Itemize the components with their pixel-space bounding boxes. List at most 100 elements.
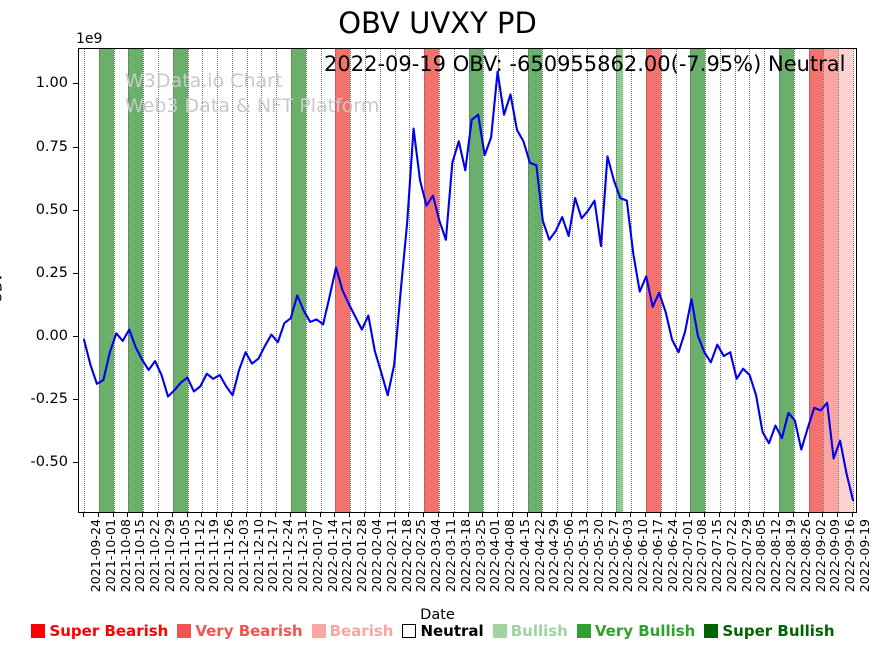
sentiment-band	[424, 49, 439, 512]
gridline	[364, 49, 366, 512]
gridline	[394, 49, 396, 512]
gridline	[690, 49, 692, 512]
x-tick-label: 2022-04-01	[487, 519, 503, 593]
legend-label: Very Bearish	[195, 622, 303, 640]
x-tick-mark	[822, 513, 824, 517]
gridline	[291, 49, 293, 512]
x-tick-mark	[230, 513, 232, 517]
x-tick-label: 2022-03-25	[472, 519, 488, 593]
x-tick-mark	[659, 513, 661, 517]
x-tick-mark	[718, 513, 720, 517]
x-tick-mark	[482, 513, 484, 517]
x-tick-mark	[526, 513, 528, 517]
x-tick-mark	[689, 513, 691, 517]
x-tick-label: 2022-02-04	[368, 519, 384, 593]
x-tick-mark	[156, 513, 158, 517]
sentiment-band	[291, 49, 306, 512]
legend-swatch-icon	[704, 624, 719, 638]
x-tick-label: 2021-12-31	[295, 519, 311, 593]
gridline	[172, 49, 174, 512]
obv-series	[82, 70, 855, 502]
sentiment-band	[645, 49, 661, 512]
legend-item[interactable]: Very Bullish	[576, 622, 695, 640]
x-tick-mark	[807, 513, 809, 517]
x-tick-label: 2022-07-08	[694, 519, 710, 593]
x-tick-mark	[319, 513, 321, 517]
x-tick-mark	[97, 513, 99, 517]
gridline	[793, 49, 795, 512]
y-tick-mark	[73, 462, 78, 464]
gridline	[734, 49, 736, 512]
x-tick-mark	[748, 513, 750, 517]
y-tick-mark	[73, 272, 78, 274]
gridline	[453, 49, 455, 512]
y-tick-mark	[73, 209, 78, 211]
x-tick-mark	[423, 513, 425, 517]
legend-item[interactable]: Super Bearish	[31, 622, 168, 640]
x-tick-label: 2022-01-07	[309, 519, 325, 593]
legend-label: Super Bullish	[722, 622, 835, 640]
x-tick-label: 2022-07-29	[738, 519, 754, 593]
x-tick-mark	[541, 513, 543, 517]
gridline	[320, 49, 322, 512]
sentiment-band	[98, 49, 114, 512]
x-tick-label: 2021-12-17	[265, 519, 281, 593]
x-tick-mark	[363, 513, 365, 517]
x-tick-label: 2022-07-15	[709, 519, 725, 593]
x-tick-mark	[437, 513, 439, 517]
legend-label: Bearish	[329, 622, 394, 640]
y-tick-label: 0.00	[35, 328, 68, 345]
sentiment-band	[527, 49, 543, 512]
legend-item[interactable]: Very Bearish	[177, 622, 303, 640]
y-axis-offset-label: 1e9	[76, 31, 103, 47]
sentiment-band	[468, 49, 484, 512]
legend-item[interactable]: Bullish	[492, 622, 568, 640]
x-tick-mark	[142, 513, 144, 517]
x-tick-label: 2022-08-19	[783, 519, 799, 593]
gridline	[705, 49, 707, 512]
legend-item[interactable]: Neutral	[402, 622, 484, 640]
x-tick-label: 2022-04-22	[531, 519, 547, 593]
gridline	[424, 49, 426, 512]
legend-item[interactable]: Bearish	[311, 622, 394, 640]
legend-swatch-icon	[576, 624, 591, 638]
x-tick-label: 2022-05-06	[561, 519, 577, 593]
x-tick-mark	[112, 513, 114, 517]
x-tick-label: 2022-05-27	[605, 519, 621, 593]
page-title: OBV UVXY PD	[338, 6, 537, 40]
x-tick-mark	[615, 513, 617, 517]
gridline	[335, 49, 337, 512]
x-tick-label: 2022-09-02	[812, 519, 828, 593]
chart-legend: Super Bearish Very Bearish Bearish Neutral B…	[0, 622, 875, 640]
x-tick-label: 2022-04-08	[502, 519, 518, 593]
sentiment-band	[823, 49, 839, 512]
x-tick-label: 2022-02-11	[383, 519, 399, 593]
sentiment-band	[690, 49, 706, 512]
legend-item[interactable]: Super Bullish	[704, 622, 835, 640]
x-tick-mark	[201, 513, 203, 517]
gridline	[261, 49, 263, 512]
legend-swatch-icon	[311, 624, 326, 638]
gridline	[631, 49, 633, 512]
x-tick-mark	[511, 513, 513, 517]
x-tick-label: 2022-03-18	[457, 519, 473, 593]
x-tick-label: 2021-11-05	[176, 519, 192, 593]
x-tick-mark	[378, 513, 380, 517]
x-tick-label: 2022-01-28	[354, 519, 370, 593]
x-tick-label: 2022-05-13	[576, 519, 592, 593]
y-tick-mark	[73, 399, 78, 401]
x-tick-label: 2021-12-24	[280, 519, 296, 593]
x-tick-mark	[571, 513, 573, 517]
x-tick-mark	[644, 513, 646, 517]
x-tick-label: 2021-10-22	[147, 519, 163, 593]
gridline	[749, 49, 751, 512]
gridline	[779, 49, 781, 512]
gridline	[542, 49, 544, 512]
x-tick-mark	[275, 513, 277, 517]
legend-label: Super Bearish	[49, 622, 169, 640]
gridline	[305, 49, 307, 512]
x-tick-mark	[171, 513, 173, 517]
x-tick-mark	[556, 513, 558, 517]
legend-swatch-icon	[31, 624, 46, 638]
x-tick-label: 2022-08-12	[768, 519, 784, 593]
